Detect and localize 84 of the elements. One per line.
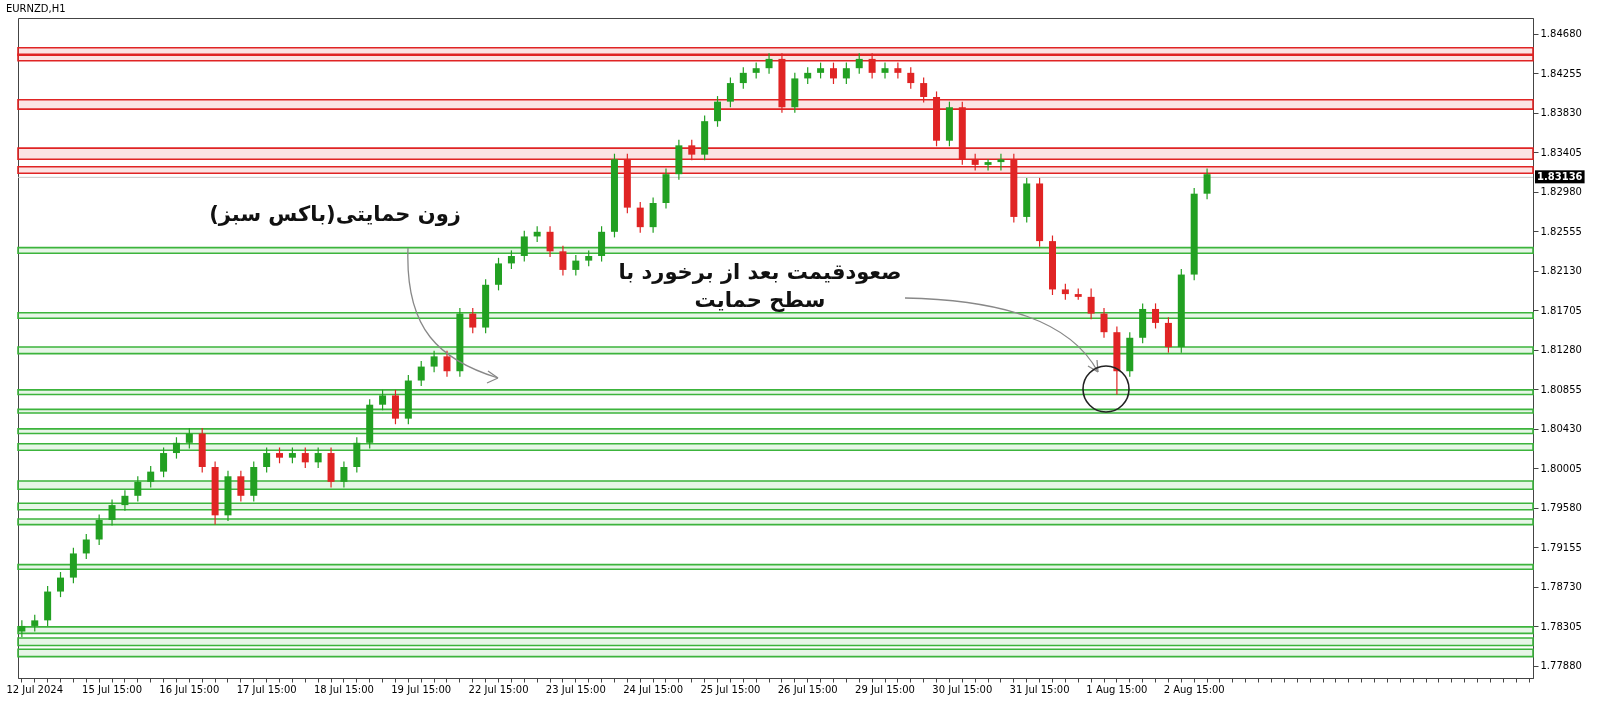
candlestick bbox=[559, 245, 567, 277]
y-tick-label: 1.80430 bbox=[1540, 423, 1582, 435]
candlestick bbox=[1087, 287, 1095, 320]
candlestick bbox=[18, 619, 26, 638]
x-tick-label: 29 Jul 15:00 bbox=[855, 683, 915, 695]
candlestick bbox=[507, 249, 515, 270]
x-tick-label: 17 Jul 15:00 bbox=[236, 683, 297, 695]
candlestick bbox=[391, 389, 399, 425]
x-tick-label: 24 Jul 15:00 bbox=[623, 683, 684, 695]
candlestick bbox=[430, 350, 438, 373]
x-tick-label: 12 Jul 2024 bbox=[6, 683, 64, 695]
chart-title: EURNZD,H1 bbox=[5, 3, 66, 14]
y-tick-label: 1.80005 bbox=[1540, 462, 1582, 474]
candlestick bbox=[997, 153, 1005, 172]
y-tick-label: 1.84680 bbox=[1540, 28, 1582, 40]
candlestick bbox=[57, 571, 65, 598]
candlestick bbox=[301, 446, 309, 469]
candlestick bbox=[1152, 302, 1160, 330]
y-tick-label: 1.83830 bbox=[1540, 107, 1582, 119]
y-tick-label: 1.82130 bbox=[1540, 265, 1582, 277]
candlestick bbox=[726, 76, 734, 108]
x-tick-label: 16 Jul 15:00 bbox=[159, 683, 220, 695]
x-tick-label: 31 Jul 15:00 bbox=[1009, 683, 1070, 695]
candlestick bbox=[920, 76, 928, 104]
candlestick bbox=[881, 62, 889, 80]
y-tick-label: 1.83405 bbox=[1540, 146, 1582, 158]
x-tick-label: 30 Jul 15:00 bbox=[932, 683, 993, 695]
y-tick-label: 1.78730 bbox=[1540, 581, 1582, 593]
candlestick bbox=[340, 460, 348, 489]
x-tick-label: 23 Jul 15:00 bbox=[545, 683, 606, 695]
x-tick-label: 25 Jul 15:00 bbox=[700, 683, 761, 695]
y-tick-label: 1.81280 bbox=[1540, 344, 1582, 356]
candlestick bbox=[495, 257, 503, 291]
candlestick bbox=[1203, 167, 1211, 200]
candlestick bbox=[95, 513, 103, 546]
y-tick-label: 1.79155 bbox=[1540, 541, 1582, 553]
y-tick-label: 1.81705 bbox=[1540, 304, 1582, 316]
x-tick-label: 1 Aug 15:00 bbox=[1086, 683, 1148, 695]
candlestick bbox=[1100, 307, 1108, 339]
candlestick bbox=[688, 139, 696, 161]
candlestick bbox=[314, 446, 322, 469]
y-tick-label: 1.77880 bbox=[1540, 660, 1582, 672]
candlestick bbox=[82, 533, 90, 560]
candlestick bbox=[147, 465, 155, 489]
candlestick bbox=[907, 66, 915, 90]
x-tick-label: 22 Jul 15:00 bbox=[468, 683, 529, 695]
x-tick-label: 15 Jul 15:00 bbox=[82, 683, 143, 695]
candlestick bbox=[842, 62, 850, 85]
candlestick bbox=[868, 52, 876, 80]
candlestick bbox=[572, 254, 580, 277]
x-tick-label: 2 Aug 15:00 bbox=[1163, 683, 1225, 695]
candlestick bbox=[121, 489, 129, 512]
annotation: زون حمایتی(باکس سبز) bbox=[208, 201, 462, 228]
candlestick bbox=[263, 446, 271, 474]
y-tick-label: 1.79580 bbox=[1540, 502, 1582, 514]
y-tick-label: 1.80855 bbox=[1540, 383, 1582, 395]
y-tick-label: 1.78305 bbox=[1540, 620, 1582, 632]
x-tick-label: 19 Jul 15:00 bbox=[391, 683, 452, 695]
candlestick bbox=[829, 62, 837, 85]
x-tick-label: 26 Jul 15:00 bbox=[777, 683, 838, 695]
x-tick-label: 18 Jul 15:00 bbox=[313, 683, 374, 695]
candlestick bbox=[636, 201, 644, 234]
candlestick bbox=[172, 436, 180, 460]
candlestick bbox=[417, 360, 425, 387]
candlestick bbox=[714, 95, 722, 128]
candlestick bbox=[520, 230, 528, 263]
candlestick bbox=[739, 66, 747, 90]
candlestick bbox=[379, 389, 387, 411]
y-tick-label: 1.84255 bbox=[1540, 67, 1582, 79]
candlestick bbox=[469, 307, 477, 334]
candlestick bbox=[108, 498, 116, 527]
annotation: صعودقیمت بعد از برخورد با سطح حمایت bbox=[617, 259, 903, 315]
candlestick bbox=[185, 427, 193, 449]
candlestick bbox=[984, 158, 992, 172]
candlestick bbox=[443, 350, 451, 378]
candlestick bbox=[237, 470, 245, 502]
y-tick-label: 1.82980 bbox=[1540, 186, 1582, 198]
candlestick bbox=[855, 52, 863, 75]
candlestick bbox=[160, 446, 168, 478]
candlestick bbox=[894, 62, 902, 80]
y-tick-label: 1.82555 bbox=[1540, 225, 1582, 237]
candlestick bbox=[546, 225, 554, 258]
candlestick bbox=[134, 475, 142, 502]
candlestick bbox=[765, 52, 773, 75]
